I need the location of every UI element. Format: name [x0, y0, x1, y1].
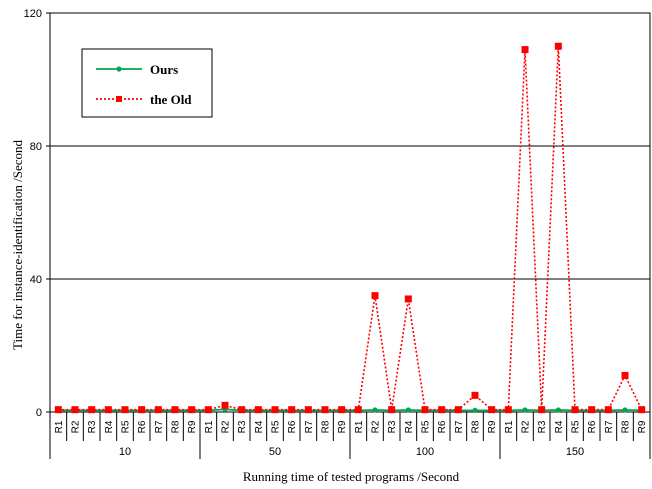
x-tick-label: R5: [121, 420, 132, 433]
group-label: 10: [119, 446, 131, 458]
x-tick-label: R6: [287, 420, 298, 433]
x-tick-label: R1: [354, 420, 365, 433]
data-point: [488, 406, 496, 414]
x-tick-label: R7: [154, 420, 165, 433]
data-point: [454, 406, 462, 414]
x-axis-title: Running time of tested programs /Second: [243, 469, 460, 484]
data-point: [604, 406, 612, 414]
data-point: [221, 401, 229, 409]
data-point: [271, 406, 279, 414]
x-tick-label: R1: [54, 420, 65, 433]
data-point: [88, 406, 96, 414]
y-axis-title: Time for instance-identification /Second: [10, 140, 25, 350]
x-tick-label: R1: [204, 420, 215, 433]
legend-marker: [116, 66, 122, 72]
x-tick-label: R3: [237, 420, 248, 433]
data-point: [188, 406, 196, 414]
x-tick-label: R9: [337, 420, 348, 433]
data-point: [588, 406, 596, 414]
data-point: [421, 406, 429, 414]
data-point: [472, 407, 478, 413]
data-point: [405, 407, 411, 413]
data-point: [71, 406, 79, 414]
group-label: 50: [269, 446, 281, 458]
data-point: [621, 371, 629, 379]
data-point: [104, 406, 112, 414]
x-tick-label: R4: [254, 420, 265, 433]
data-point: [238, 406, 246, 414]
data-point: [204, 406, 212, 414]
x-tick-label: R3: [387, 420, 398, 433]
x-tick-label: R9: [187, 420, 198, 433]
data-point: [138, 406, 146, 414]
data-point: [521, 46, 529, 54]
legend-label: Ours: [150, 62, 178, 77]
data-point: [54, 406, 62, 414]
x-tick-label: R8: [471, 420, 482, 433]
x-tick-label: R6: [437, 420, 448, 433]
data-point: [522, 407, 528, 413]
series-layer: [54, 42, 646, 414]
x-tick-label: R9: [487, 420, 498, 433]
data-point: [471, 391, 479, 399]
x-tick-label: R5: [271, 420, 282, 433]
x-tick-label: R4: [554, 420, 565, 433]
legend: Ours the Old: [81, 48, 213, 118]
x-tick-label: R2: [221, 420, 232, 433]
y-tick-label: 40: [30, 274, 42, 286]
y-axis: 0 40 80 120: [24, 8, 50, 419]
x-tick-label: R3: [537, 420, 548, 433]
y-tick-label: 80: [30, 141, 42, 153]
group-label: 100: [416, 446, 434, 458]
group-label: 150: [566, 446, 584, 458]
legend-label: the Old: [150, 92, 192, 107]
x-tick-label: R4: [404, 420, 415, 433]
data-point: [154, 406, 162, 414]
x-tick-label: R4: [104, 420, 115, 433]
x-tick-label: R6: [137, 420, 148, 433]
data-point: [121, 406, 129, 414]
x-tick-label: R8: [321, 420, 332, 433]
y-tick-label: 120: [24, 8, 42, 20]
legend-box: [81, 48, 213, 118]
x-tick-label: R7: [454, 420, 465, 433]
y-tick-label: 0: [36, 407, 42, 419]
data-point: [371, 292, 379, 300]
data-point: [304, 406, 312, 414]
x-axis: R1 R2 R3 R4 R5 R6 R7 R8 R9 R1 R2 R3 R4 R5 R6 R7 R8 R9 R1 R2…: [49, 412, 651, 459]
legend-marker: [116, 96, 122, 102]
data-point: [438, 406, 446, 414]
x-tick-label: R2: [71, 420, 82, 433]
data-point: [338, 406, 346, 414]
data-point: [354, 406, 362, 414]
x-tick-label: R9: [637, 420, 648, 433]
x-tick-label: R2: [371, 420, 382, 433]
x-tick-label: R7: [304, 420, 315, 433]
data-point: [388, 406, 396, 414]
x-tick-label: R1: [504, 420, 515, 433]
data-point: [404, 295, 412, 303]
data-point: [554, 42, 562, 50]
x-tick-label: R8: [171, 420, 182, 433]
x-tick-label: R5: [571, 420, 582, 433]
x-tick-label: R7: [604, 420, 615, 433]
data-point: [321, 406, 329, 414]
data-point: [288, 406, 296, 414]
data-point: [504, 406, 512, 414]
data-point: [372, 407, 378, 413]
data-point: [254, 406, 262, 414]
x-tick-label: R3: [87, 420, 98, 433]
data-point: [622, 407, 628, 413]
data-point: [171, 406, 179, 414]
x-tick-label: R8: [621, 420, 632, 433]
data-point: [638, 406, 646, 414]
data-point: [555, 407, 561, 413]
x-tick-label: R2: [521, 420, 532, 433]
x-tick-label: R5: [421, 420, 432, 433]
x-tick-label: R6: [587, 420, 598, 433]
data-point: [538, 406, 546, 414]
data-point: [571, 406, 579, 414]
